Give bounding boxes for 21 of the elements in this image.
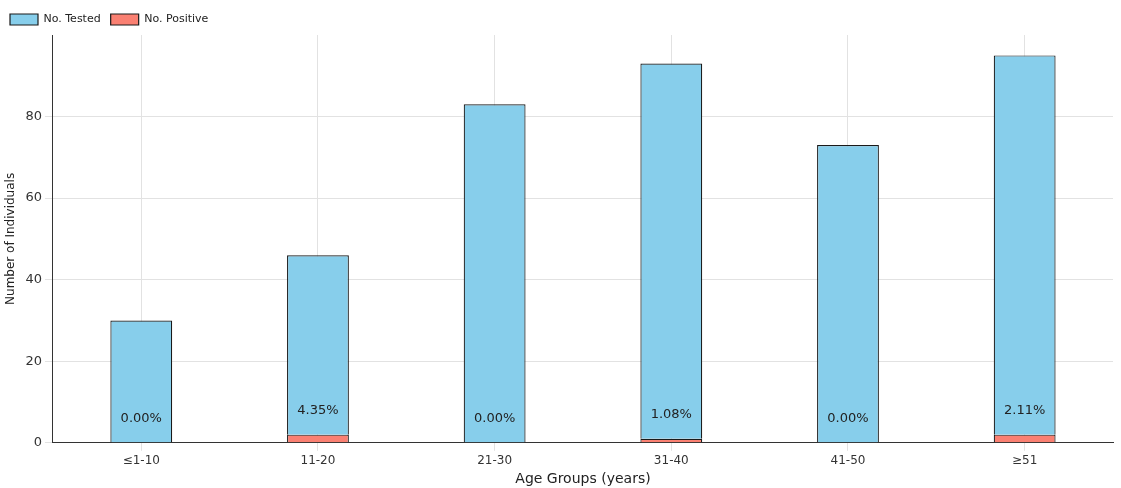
x-tick-label: ≥51 <box>1012 453 1038 468</box>
x-tick-label: 21-30 <box>477 453 513 468</box>
y-tick-label: 80 <box>25 107 42 123</box>
annotation: 1.08% <box>650 405 692 421</box>
annotation: 4.35% <box>297 401 339 417</box>
x-tick-label: ≤1-10 <box>122 453 160 468</box>
x-tick-label: 31-40 <box>653 453 689 468</box>
y-tick-label: 40 <box>25 271 42 287</box>
x-tick-label: 11-20 <box>300 453 336 468</box>
x-tick-label: 41-50 <box>830 453 866 468</box>
y-tick-label: 60 <box>25 189 42 205</box>
x-axis-title: Age Groups (years) <box>515 470 651 487</box>
annotation: 2.11% <box>1004 401 1046 417</box>
legend-label: No. Tested <box>43 12 101 26</box>
y-tick-label: 0 <box>33 434 42 450</box>
annotation: 0.00% <box>473 409 516 425</box>
y-tick-label: 20 <box>25 352 42 368</box>
y-axis-title: Number of Individuals <box>3 172 18 305</box>
legend-label: No. Positive <box>144 12 209 26</box>
annotation: 0.00% <box>827 409 869 425</box>
annotation: 0.00% <box>120 409 162 425</box>
